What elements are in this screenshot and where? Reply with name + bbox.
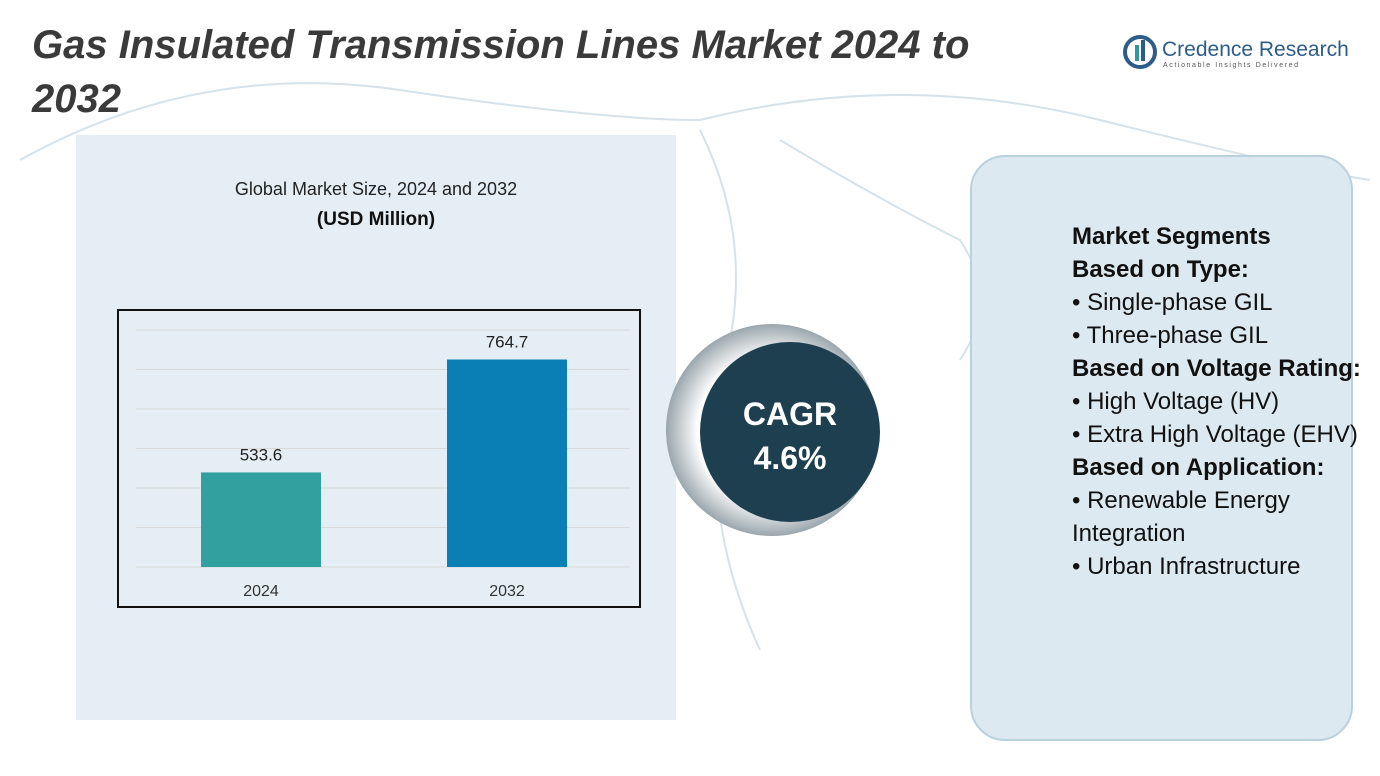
- cagr-value: 4.6%: [754, 440, 827, 476]
- segment-item: • Single-phase GIL: [1072, 289, 1273, 316]
- segment-heading: Based on Application:: [1072, 454, 1325, 481]
- chart-frame: [117, 309, 641, 608]
- x-tick-label: 2032: [489, 583, 525, 600]
- value-label: 533.6: [240, 445, 283, 464]
- plot: 533.6 2024 764.7 2032: [136, 329, 630, 600]
- segments-title: Market Segments: [1072, 223, 1271, 250]
- segment-item: • Three-phase GIL: [1072, 322, 1269, 349]
- segment-item: • High Voltage (HV): [1072, 388, 1280, 415]
- cagr-circle: [700, 342, 880, 522]
- bar: [201, 472, 321, 567]
- title-line: Gas Insulated Transmission Lines Market …: [32, 23, 969, 67]
- chart-panel: [76, 135, 676, 720]
- chart-subtitle: (USD Million): [317, 209, 435, 230]
- bar: [447, 359, 567, 567]
- segment-heading: Based on Type:: [1072, 256, 1249, 283]
- page-title: Gas Insulated Transmission Lines Market …: [31, 23, 981, 121]
- segment-heading: Based on Voltage Rating:: [1072, 355, 1361, 382]
- segments-panel: [970, 155, 1353, 741]
- segment-item: • Extra High Voltage (EHV): [1072, 421, 1358, 448]
- value-label: 764.7: [486, 332, 529, 351]
- logo: Credence Research Actionable Insights De…: [1123, 35, 1349, 69]
- cagr-label: CAGR: [743, 396, 837, 432]
- segment-item: • Renewable Energy Integration: [1072, 487, 1290, 547]
- segment-item: • Urban Infrastructure: [1072, 553, 1301, 580]
- title-line: 2032: [31, 77, 121, 121]
- logo-name: Credence Research: [1162, 38, 1349, 61]
- x-tick-label: 2024: [243, 583, 279, 600]
- segments: Market Segments Based on Type: • Single-p…: [1072, 220, 1362, 583]
- chart-title: Global Market Size, 2024 and 2032: [235, 179, 517, 199]
- logo-tagline: Actionable Insights Delivered: [1163, 62, 1300, 69]
